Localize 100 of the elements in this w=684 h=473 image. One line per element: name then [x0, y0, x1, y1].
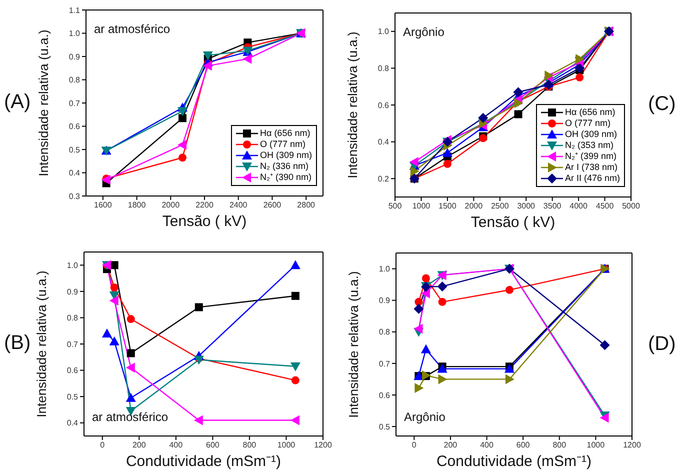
point: [177, 140, 186, 150]
point: [291, 292, 300, 300]
x-tick-label: 400: [169, 440, 184, 450]
point: [126, 392, 136, 402]
legend-label: O (777 nm): [260, 139, 306, 150]
point: [194, 303, 203, 312]
point: [422, 274, 430, 282]
x-tick-label: 0: [412, 440, 417, 450]
point: [202, 51, 213, 60]
point: [414, 324, 423, 334]
point: [420, 288, 430, 298]
y-tick-label: 0.6: [378, 100, 390, 110]
legend-label: N₂⁺ (390 nm): [260, 172, 312, 183]
y-tick-label: 0.4: [66, 418, 79, 428]
point: [126, 349, 135, 358]
y-tick-label: 0.3: [68, 192, 81, 201]
point: [513, 87, 524, 98]
y-tick-label: 0.8: [378, 328, 391, 337]
point: [442, 148, 452, 157]
y-axis-title: Intensidade relativa (u.a.): [34, 270, 49, 418]
x-tick-label: 0: [100, 440, 106, 450]
x-tick-label: 5000: [622, 202, 640, 211]
x-tick-label: 2000: [162, 200, 180, 210]
annotation: ar atmosférico: [92, 410, 168, 424]
y-tick-label: 0.5: [378, 422, 391, 432]
x-tick-label: 3000: [517, 202, 536, 211]
x-tick-label: 600: [516, 440, 530, 450]
point: [290, 362, 300, 372]
point: [600, 340, 610, 350]
x-tick-label: 1600: [94, 200, 112, 210]
point: [178, 154, 186, 162]
y-tick-label: 0.9: [378, 296, 391, 306]
point: [110, 261, 118, 270]
x-axis-title: Condutividade (mSm⁻¹): [126, 453, 282, 470]
y-tick-label: 1.0: [378, 27, 390, 36]
legend-label: N₂ (336 nm): [260, 161, 308, 172]
annotation: ar atmosférico: [94, 22, 170, 36]
x-tick-label: 200: [444, 440, 458, 450]
point: [600, 412, 609, 423]
point: [109, 296, 118, 306]
y-axis-title: Intensidade relativa (u.a.): [36, 30, 51, 176]
point: [178, 114, 186, 122]
point: [194, 356, 204, 365]
y-tick-label: 1.1: [68, 6, 81, 15]
legend-label: N₂ (353 nm): [564, 140, 614, 151]
y-tick-label: 0.5: [66, 392, 79, 402]
x-tick-label: 1500: [438, 202, 457, 211]
y-tick-label: 0.7: [66, 340, 79, 349]
x-tick-label: 800: [242, 440, 257, 450]
legend-label: OH (309 nm): [564, 129, 617, 140]
point: [194, 415, 203, 426]
y-tick-label: 0.9: [68, 52, 81, 62]
point: [242, 54, 252, 64]
y-tick-label: 1.0: [66, 260, 79, 270]
x-axis-title: Condutividade (mSm⁻¹): [436, 453, 592, 470]
y-tick-label: 0.8: [68, 76, 81, 85]
point: [126, 362, 135, 373]
x-tick-label: 2200: [196, 200, 214, 210]
y-axis-title: Intensidade relativa (u.a.): [346, 271, 361, 418]
x-tick-label: 4500: [596, 202, 614, 211]
x-tick-label: 2500: [490, 202, 510, 211]
y-tick-label: 0.6: [378, 390, 391, 400]
point: [576, 73, 584, 82]
y-tick-label: 0.8: [66, 314, 79, 323]
x-tick-label: 600: [206, 440, 220, 450]
point: [414, 304, 424, 314]
text: (D): [648, 332, 676, 356]
point: [514, 110, 522, 118]
x-tick-label: 1000: [586, 440, 606, 450]
point: [443, 160, 452, 168]
text: (B): [4, 332, 31, 355]
x-tick-label: 1800: [128, 200, 146, 210]
legend-label: O (777 nm): [564, 118, 610, 129]
point: [109, 336, 120, 346]
annotation: Argônio: [403, 25, 444, 39]
point: [110, 283, 118, 292]
y-tick-label: 0.2: [378, 174, 390, 184]
x-tick-label: 1200: [314, 440, 332, 450]
y-tick-label: 0.4: [68, 168, 81, 178]
x-tick-label: 2600: [263, 200, 282, 210]
point: [505, 374, 514, 384]
x-tick-label: 1000: [277, 440, 296, 450]
point: [420, 344, 431, 354]
x-tick-label: 1000: [412, 202, 431, 211]
point: [202, 60, 212, 71]
point: [576, 54, 585, 64]
point: [505, 286, 514, 294]
point: [291, 376, 300, 384]
legend-label: N₂⁺ (399 nm): [564, 151, 616, 162]
point: [574, 63, 585, 74]
point: [438, 374, 448, 384]
y-tick-label: 0.9: [66, 287, 79, 296]
x-axis-title: Tensão ( kV): [470, 214, 556, 231]
point: [177, 107, 188, 116]
point: [414, 383, 424, 394]
x-tick-label: 4000: [570, 202, 588, 211]
annotation: Argônio: [404, 410, 446, 424]
y-tick-label: 0.7: [378, 359, 391, 368]
x-tick-label: 2800: [297, 200, 316, 210]
x-tick-label: 2400: [229, 200, 248, 210]
